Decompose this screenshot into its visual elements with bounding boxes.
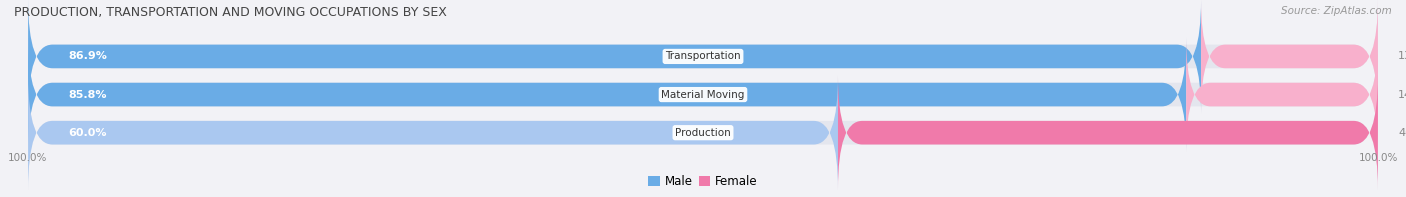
- FancyBboxPatch shape: [28, 76, 1378, 190]
- Text: 13.1%: 13.1%: [1398, 51, 1406, 61]
- FancyBboxPatch shape: [28, 38, 1187, 151]
- Text: 86.9%: 86.9%: [69, 51, 107, 61]
- Text: Production: Production: [675, 128, 731, 138]
- Text: Source: ZipAtlas.com: Source: ZipAtlas.com: [1281, 6, 1392, 16]
- Text: 14.2%: 14.2%: [1398, 90, 1406, 99]
- Text: 100.0%: 100.0%: [1358, 152, 1398, 163]
- FancyBboxPatch shape: [28, 0, 1378, 113]
- Text: 60.0%: 60.0%: [69, 128, 107, 138]
- Text: Material Moving: Material Moving: [661, 90, 745, 99]
- Legend: Male, Female: Male, Female: [644, 170, 762, 193]
- FancyBboxPatch shape: [28, 38, 1378, 151]
- FancyBboxPatch shape: [838, 76, 1378, 190]
- Text: 85.8%: 85.8%: [69, 90, 107, 99]
- Text: Transportation: Transportation: [665, 51, 741, 61]
- FancyBboxPatch shape: [28, 76, 838, 190]
- FancyBboxPatch shape: [1201, 0, 1378, 113]
- Text: PRODUCTION, TRANSPORTATION AND MOVING OCCUPATIONS BY SEX: PRODUCTION, TRANSPORTATION AND MOVING OC…: [14, 6, 447, 19]
- Text: 100.0%: 100.0%: [8, 152, 48, 163]
- FancyBboxPatch shape: [1187, 38, 1378, 151]
- FancyBboxPatch shape: [28, 0, 1201, 113]
- Text: 40.0%: 40.0%: [1398, 128, 1406, 138]
